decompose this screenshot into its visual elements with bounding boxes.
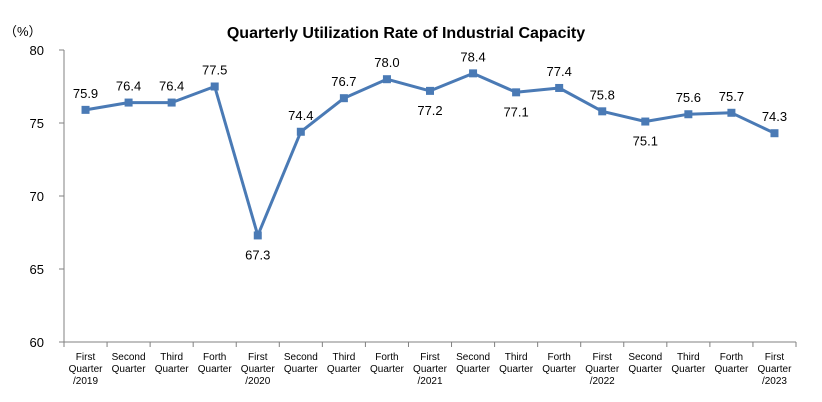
- y-tick-label: 80: [30, 43, 44, 58]
- data-point: [253, 231, 262, 240]
- y-tick-label: 60: [30, 335, 44, 350]
- data-label: 75.9: [73, 86, 98, 101]
- series-line: [85, 71, 776, 237]
- x-tick-label: Forth Quarter: [198, 352, 233, 375]
- x-tick-label: Third Quarter: [499, 352, 534, 375]
- data-label: 77.2: [417, 103, 442, 118]
- data-label: 74.4: [288, 108, 313, 123]
- data-point: [770, 129, 779, 138]
- x-tick-label: Forth Quarter: [714, 352, 749, 375]
- data-label: 76.4: [159, 79, 184, 94]
- data-point: [598, 107, 607, 116]
- x-tick-label: Forth Quarter: [370, 352, 405, 375]
- data-label: 74.3: [762, 109, 787, 124]
- x-tick-label: First Quarter/2021: [413, 352, 448, 387]
- data-labels: 75.9 76.4 76.4 77.5 67.3 74.4 76.7 78.0 77.2 78.4…: [73, 49, 787, 262]
- data-point: [512, 88, 521, 97]
- chart-title: Quarterly Utilization Rate of Industrial…: [227, 25, 585, 42]
- data-label: 75.8: [590, 87, 615, 102]
- data-point: [81, 105, 90, 114]
- data-point: [727, 108, 736, 117]
- y-axis-ticks: 60 65 70 75 80: [30, 43, 64, 350]
- data-label: 75.1: [633, 134, 658, 149]
- y-tick-label: 70: [30, 189, 44, 204]
- x-tick-label: First Quarter/2019: [69, 352, 104, 387]
- x-tick-label: Second Quarter: [284, 352, 319, 375]
- data-point: [339, 94, 348, 103]
- y-tick-label: 65: [30, 262, 44, 277]
- data-label: 78.4: [460, 49, 485, 64]
- x-tick-label: Second Quarter: [456, 352, 491, 375]
- data-label: 76.7: [331, 74, 356, 89]
- x-tick-label: Second Quarter: [628, 352, 663, 375]
- data-point: [296, 127, 305, 136]
- data-label: 75.7: [719, 89, 744, 104]
- x-tick-label: Forth Quarter: [542, 352, 577, 375]
- data-label: 67.3: [245, 247, 270, 262]
- x-tick-label: First Quarter/2020: [241, 352, 276, 387]
- data-label: 76.4: [116, 79, 141, 94]
- data-label: 77.5: [202, 63, 227, 78]
- data-point: [641, 117, 650, 126]
- x-tick-label: Second Quarter: [112, 352, 147, 375]
- x-tick-label: First Quarter/2023: [758, 352, 793, 387]
- series-group: [81, 69, 779, 240]
- data-label: 75.6: [676, 90, 701, 105]
- x-tick-label: Third Quarter: [155, 352, 190, 375]
- data-point: [555, 83, 564, 92]
- x-tick-label: Third Quarter: [327, 352, 362, 375]
- data-point: [210, 82, 219, 91]
- y-axis-unit: （%）: [4, 24, 42, 39]
- data-point: [684, 110, 693, 119]
- x-tick-label: First Quarter/2022: [585, 352, 620, 387]
- data-point: [124, 98, 133, 107]
- data-point: [382, 75, 391, 84]
- data-point: [167, 98, 176, 107]
- data-point: [426, 86, 434, 95]
- data-label: 77.4: [547, 64, 572, 79]
- data-point: [469, 69, 478, 78]
- x-tick-label: Third Quarter: [671, 352, 706, 375]
- data-label: 77.1: [503, 104, 528, 119]
- y-tick-label: 75: [30, 116, 44, 131]
- data-label: 78.0: [374, 55, 399, 70]
- x-axis-ticks: First Quarter/2019 Second Quarter Third Quart…: [63, 342, 797, 387]
